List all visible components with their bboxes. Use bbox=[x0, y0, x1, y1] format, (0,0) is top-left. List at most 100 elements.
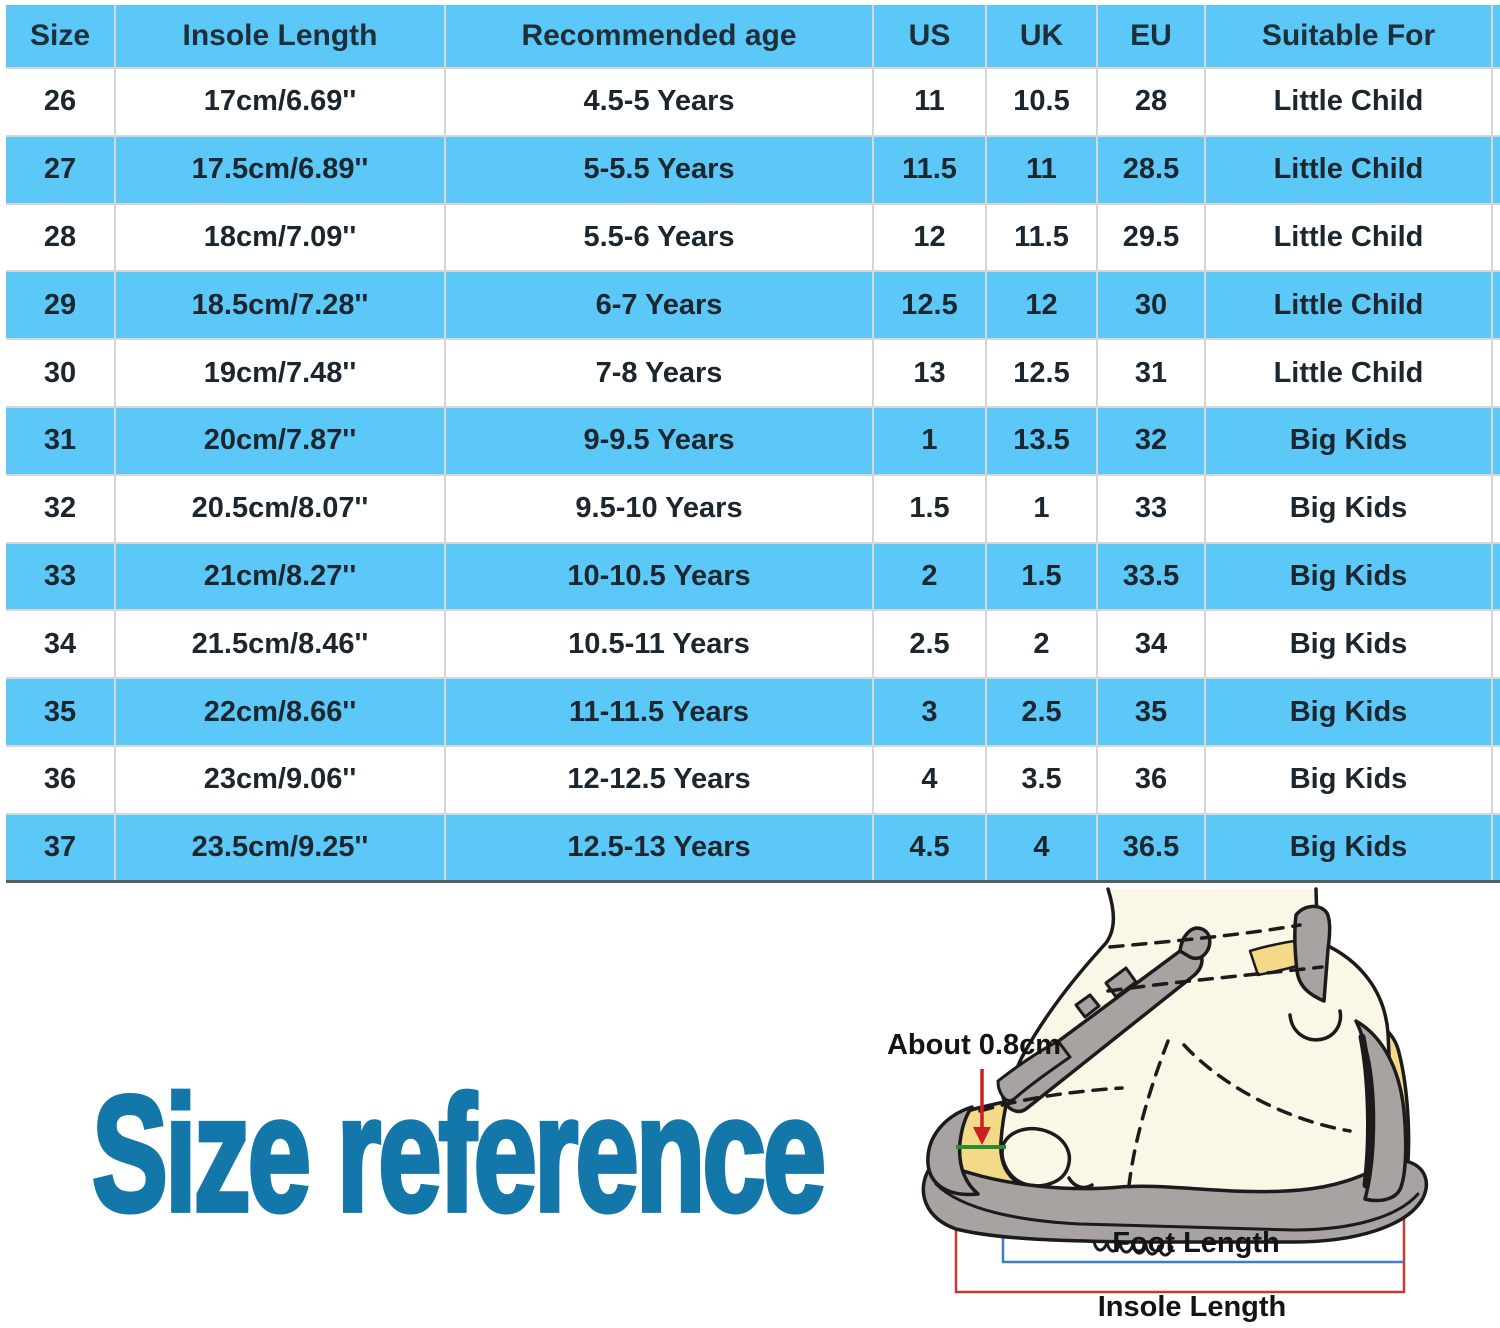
cell-us: 1 bbox=[872, 405, 986, 475]
cell-insole-length: 18cm/7.09'' bbox=[114, 202, 445, 272]
header-cell-uk: UK bbox=[985, 5, 1097, 68]
header-cell-us: US bbox=[872, 5, 986, 68]
row-edge-spacer bbox=[1491, 202, 1500, 272]
strap-keeper bbox=[996, 1039, 1072, 1102]
cell-recommended-age: 10-10.5 Years bbox=[444, 541, 873, 611]
header-cell-insole-length: Insole Length bbox=[114, 5, 445, 68]
midsole-seam bbox=[934, 1182, 1420, 1232]
cell-uk: 1.5 bbox=[985, 541, 1097, 611]
cell-suitable-for: Little Child bbox=[1204, 338, 1492, 407]
row-edge-spacer bbox=[1491, 405, 1500, 475]
cell-uk: 2.5 bbox=[985, 677, 1097, 746]
table-row: 31 20cm/7.87'' 9-9.5 Years 1 13.5 32 Big Kids bbox=[6, 405, 1500, 475]
cell-insole-length: 23.5cm/9.25'' bbox=[114, 812, 445, 884]
foot-length-label: Foot Length bbox=[1112, 1227, 1280, 1259]
cell-suitable-for: Little Child bbox=[1204, 202, 1492, 272]
cell-recommended-age: 6-7 Years bbox=[444, 270, 873, 340]
cell-size: 31 bbox=[6, 405, 115, 475]
cell-insole-length: 19cm/7.48'' bbox=[114, 338, 445, 407]
table-header-row: Size Insole Length Recommended age US UK EU Su… bbox=[6, 5, 1500, 68]
cell-uk: 12 bbox=[985, 270, 1097, 340]
ankle-bone-arc bbox=[1288, 1009, 1343, 1042]
cell-recommended-age: 5-5.5 Years bbox=[444, 134, 873, 204]
cell-uk: 10.5 bbox=[985, 67, 1097, 136]
cell-insole-length: 23cm/9.06'' bbox=[114, 744, 445, 814]
toe-cap bbox=[926, 1105, 980, 1197]
header-cell-recommended-age: Recommended age bbox=[444, 5, 873, 68]
heel-strap bbox=[1293, 904, 1332, 1003]
cell-recommended-age: 11-11.5 Years bbox=[444, 677, 873, 746]
header-cell-suitable-for: Suitable For bbox=[1204, 5, 1492, 68]
cell-us: 2 bbox=[872, 541, 986, 611]
cell-uk: 11.5 bbox=[985, 202, 1097, 272]
cell-recommended-age: 4.5-5 Years bbox=[444, 67, 873, 136]
cell-size: 29 bbox=[6, 270, 115, 340]
row-edge-spacer bbox=[1491, 338, 1500, 407]
cell-recommended-age: 7-8 Years bbox=[444, 338, 873, 407]
cell-recommended-age: 9-9.5 Years bbox=[444, 405, 873, 475]
cell-suitable-for: Big Kids bbox=[1204, 677, 1492, 746]
table-row: 33 21cm/8.27'' 10-10.5 Years 2 1.5 33.5 Big Ki… bbox=[6, 541, 1500, 611]
cell-size: 36 bbox=[6, 744, 115, 814]
cell-size: 34 bbox=[6, 609, 115, 679]
second-toe-line bbox=[1067, 1176, 1094, 1190]
row-edge-spacer bbox=[1491, 473, 1500, 543]
cell-eu: 29.5 bbox=[1096, 202, 1205, 272]
cell-eu: 28 bbox=[1096, 67, 1205, 136]
table-row: 34 21.5cm/8.46'' 10.5-11 Years 2.5 2 34 Big Ki… bbox=[6, 609, 1500, 679]
cell-eu: 30 bbox=[1096, 270, 1205, 340]
table-row: 26 17cm/6.69'' 4.5-5 Years 11 10.5 28 Little C… bbox=[6, 67, 1500, 136]
table-row: 36 23cm/9.06'' 12-12.5 Years 4 3.5 36 Big Kids bbox=[6, 744, 1500, 814]
cell-insole-length: 17.5cm/6.89'' bbox=[114, 134, 445, 204]
row-edge-spacer bbox=[1491, 744, 1500, 814]
cell-insole-length: 20.5cm/8.07'' bbox=[114, 473, 445, 543]
cell-size: 26 bbox=[6, 67, 115, 136]
cell-size: 33 bbox=[6, 541, 115, 611]
tread bbox=[1092, 1239, 1174, 1257]
cell-suitable-for: Big Kids bbox=[1204, 541, 1492, 611]
cell-size: 35 bbox=[6, 677, 115, 746]
row-edge-spacer bbox=[1491, 609, 1500, 679]
cell-uk: 1 bbox=[985, 473, 1097, 543]
cell-us: 12.5 bbox=[872, 270, 986, 340]
cell-eu: 34 bbox=[1096, 609, 1205, 679]
cell-insole-length: 21cm/8.27'' bbox=[114, 541, 445, 611]
cell-size: 37 bbox=[6, 812, 115, 884]
cell-eu: 36 bbox=[1096, 744, 1205, 814]
table-row: 29 18.5cm/7.28'' 6-7 Years 12.5 12 30 Little C… bbox=[6, 270, 1500, 340]
cell-uk: 3.5 bbox=[985, 744, 1097, 814]
cell-size: 27 bbox=[6, 134, 115, 204]
cell-uk: 2 bbox=[985, 609, 1097, 679]
cell-eu: 28.5 bbox=[1096, 134, 1205, 204]
cell-insole-length: 17cm/6.69'' bbox=[114, 67, 445, 136]
row-edge-spacer bbox=[1491, 541, 1500, 611]
cell-suitable-for: Big Kids bbox=[1204, 609, 1492, 679]
cell-us: 3 bbox=[872, 677, 986, 746]
header-cell-size: Size bbox=[29, 19, 91, 52]
cell-size: 28 bbox=[6, 202, 115, 272]
strap-hook bbox=[1178, 926, 1212, 961]
size-table: Size Insole Length Recommended age US UK EU Su… bbox=[6, 5, 1500, 884]
size-reference-title: Size reference bbox=[90, 1062, 828, 1246]
cell-eu: 33 bbox=[1096, 473, 1205, 543]
cell-us: 13 bbox=[872, 338, 986, 407]
cell-us: 1.5 bbox=[872, 473, 986, 543]
cell-suitable-for: Big Kids bbox=[1204, 405, 1492, 475]
cell-us: 2.5 bbox=[872, 609, 986, 679]
table-row: 32 20.5cm/8.07'' 9.5-10 Years 1.5 1 33 Big Kid… bbox=[6, 473, 1500, 543]
heel-accent bbox=[1358, 1033, 1373, 1189]
gap-arrow-head bbox=[973, 1127, 991, 1145]
header-cell-eu: EU bbox=[1096, 5, 1205, 68]
cell-suitable-for: Big Kids bbox=[1204, 812, 1492, 884]
table-row: 28 18cm/7.09'' 5.5-6 Years 12 11.5 29.5 Little… bbox=[6, 202, 1500, 272]
cell-recommended-age: 9.5-10 Years bbox=[444, 473, 873, 543]
cell-size: 30 bbox=[6, 338, 115, 407]
cell-eu: 35 bbox=[1096, 677, 1205, 746]
cell-us: 11.5 bbox=[872, 134, 986, 204]
table-row: 27 17.5cm/6.89'' 5-5.5 Years 11.5 11 28.5 Litt… bbox=[6, 134, 1500, 204]
cell-suitable-for: Big Kids bbox=[1204, 744, 1492, 814]
cell-size: 32 bbox=[6, 473, 115, 543]
shoe-drawing bbox=[921, 887, 1429, 1257]
cell-uk: 13.5 bbox=[985, 405, 1097, 475]
cell-insole-length: 20cm/7.87'' bbox=[114, 405, 445, 475]
